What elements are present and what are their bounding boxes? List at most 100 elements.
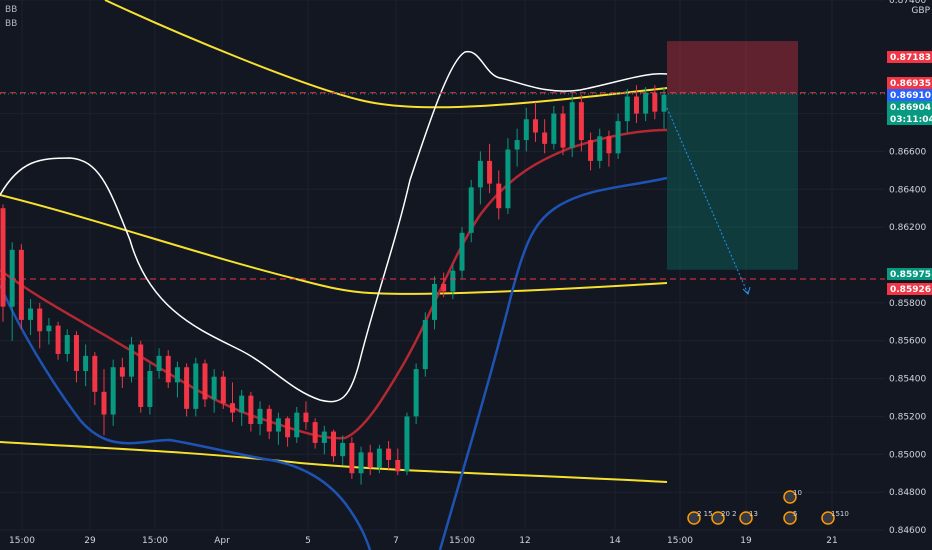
price-tag <box>887 89 932 101</box>
event-marker-icon[interactable] <box>739 511 753 525</box>
candle-body <box>28 308 34 320</box>
candle <box>119 357 125 389</box>
candle <box>220 371 226 409</box>
candle-body <box>285 418 291 438</box>
price-tag-label: 0.86935 <box>890 79 931 89</box>
candle-body <box>174 367 180 383</box>
price-tick: 0.87400 <box>889 0 926 6</box>
candle-body <box>312 422 318 443</box>
event-marker-label: 2 15 <box>697 510 713 518</box>
candle-body <box>193 363 199 409</box>
price-tag <box>887 268 932 280</box>
time-tick: 29 <box>84 536 96 546</box>
candle <box>422 312 428 377</box>
candle-body <box>248 395 254 424</box>
candle-body <box>661 94 667 112</box>
candle-body <box>73 335 79 371</box>
candle <box>101 369 107 436</box>
candle <box>9 242 15 341</box>
candle-body <box>615 121 621 154</box>
candle-body <box>266 408 272 432</box>
event-marker-icon[interactable] <box>783 490 797 504</box>
candle-body <box>230 403 236 413</box>
candle-body <box>119 367 125 377</box>
event-marker-label: 13 <box>749 510 758 518</box>
price-tag <box>887 101 932 113</box>
candle <box>248 391 254 432</box>
candle <box>404 412 410 476</box>
indicator-label-bb-1[interactable]: BB <box>5 5 18 15</box>
time-tick: 12 <box>519 536 530 546</box>
price-tick: 0.85600 <box>889 337 926 347</box>
candle <box>569 94 575 158</box>
candle <box>588 132 594 171</box>
candle <box>477 151 483 205</box>
event-marker-label: 20 2 <box>721 510 737 518</box>
candle-body <box>239 395 245 413</box>
candle <box>202 359 208 407</box>
time-tick: 15:00 <box>449 536 475 546</box>
candle <box>28 299 34 336</box>
price-tick: 0.84600 <box>889 526 926 536</box>
candle <box>523 107 529 152</box>
candle <box>459 227 465 279</box>
candle-body <box>202 363 208 400</box>
candle <box>578 94 584 152</box>
candle-body <box>422 319 428 370</box>
candle <box>83 344 89 387</box>
event-marker-icon[interactable] <box>783 511 797 525</box>
event-marker-icon[interactable] <box>821 511 835 525</box>
event-marker-icon[interactable] <box>711 511 725 525</box>
candle <box>514 128 520 167</box>
candle <box>275 412 281 445</box>
horizontal-levels <box>0 92 885 280</box>
candle <box>441 272 447 298</box>
price-tick: 0.85800 <box>889 299 926 309</box>
candle <box>46 318 52 345</box>
candle <box>64 329 70 362</box>
upper-ma-line <box>104 0 668 109</box>
candle <box>652 85 658 120</box>
price-tag-label: 0.85975 <box>890 270 931 280</box>
time-tick: 19 <box>740 536 752 546</box>
candle-body <box>46 325 52 332</box>
time-tick: 15:00 <box>9 536 35 546</box>
time-tick: 5 <box>305 536 311 546</box>
price-tag <box>887 113 932 125</box>
candle-body <box>441 283 447 292</box>
candle-body <box>303 412 309 423</box>
price-tick: 0.85400 <box>889 375 926 385</box>
price-tag-label: 0.85926 <box>890 285 931 295</box>
candle-body <box>386 448 392 460</box>
candle <box>331 429 336 462</box>
price-tag <box>887 283 932 295</box>
candle-body <box>395 459 401 472</box>
indicator-label-bb-2[interactable]: BB <box>5 19 18 29</box>
price-tick: 0.86600 <box>889 147 926 157</box>
candle <box>73 331 79 383</box>
candle-body <box>514 140 520 150</box>
event-marker-icon[interactable] <box>687 511 701 525</box>
candle <box>624 88 630 133</box>
candle <box>257 401 263 436</box>
price-tick: 0.84800 <box>889 488 926 498</box>
candles <box>0 85 667 485</box>
candle-body <box>101 391 107 415</box>
candle-body <box>340 442 346 457</box>
projection-arrow <box>666 107 749 295</box>
price-tick: 0.85200 <box>889 412 926 422</box>
lower-ma-line <box>0 441 668 483</box>
time-tick: 21 <box>826 536 837 546</box>
candle <box>643 87 649 122</box>
candle-body <box>588 140 594 161</box>
candle <box>147 363 153 415</box>
bollinger-upper-band <box>0 51 668 403</box>
candle-body <box>597 136 603 161</box>
bollinger-lower-band <box>0 284 372 550</box>
candle-body <box>578 102 584 141</box>
candle <box>633 85 639 124</box>
time-tick: 14 <box>609 536 621 546</box>
candle-body <box>83 355 89 371</box>
currency-label: GBP <box>911 6 930 16</box>
